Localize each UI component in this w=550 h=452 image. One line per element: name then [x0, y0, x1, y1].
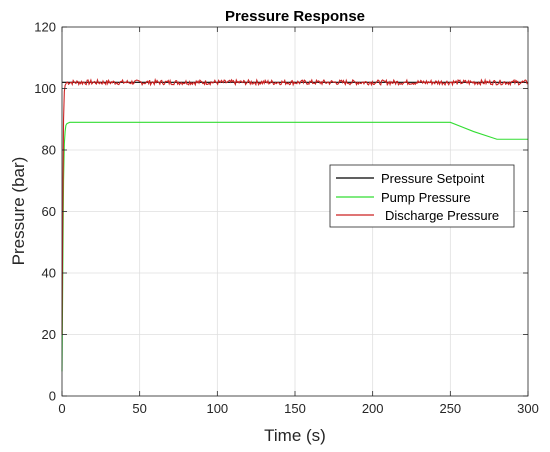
y-tick-label: 80 — [42, 143, 56, 158]
y-tick-label: 0 — [49, 389, 56, 404]
tick-marks — [61, 26, 529, 397]
y-axis-label: Pressure (bar) — [9, 157, 28, 266]
y-tick-label: 20 — [42, 327, 56, 342]
series-line-discharge — [61, 77, 529, 335]
y-tick-label: 120 — [34, 20, 56, 35]
x-tick-labels: 0 50 100 150 200 250 300 — [58, 401, 538, 416]
y-tick-labels: 0 20 40 60 80 100 120 — [34, 20, 56, 404]
chart-title: Pressure Response — [225, 8, 365, 25]
x-tick-label: 150 — [284, 401, 306, 416]
legend-box — [329, 164, 515, 228]
x-tick-label: 200 — [362, 401, 384, 416]
x-tick-label: 250 — [439, 401, 461, 416]
x-tick-label: 300 — [517, 401, 539, 416]
legend-label-setpoint: Pressure Setpoint — [381, 171, 485, 186]
x-axis-label: Time (s) — [264, 426, 326, 445]
y-tick-label: 40 — [42, 266, 56, 281]
y-tick-label: 100 — [34, 81, 56, 96]
y-tick-label: 60 — [42, 204, 56, 219]
x-tick-label: 100 — [206, 401, 228, 416]
x-tick-label: 50 — [132, 401, 146, 416]
legend-label-pump: Pump Pressure — [381, 190, 471, 205]
legend: Pressure Setpoint Pump Pressure Discharg… — [329, 164, 515, 228]
legend-label-discharge: Discharge Pressure — [385, 208, 499, 223]
x-tick-label: 0 — [58, 401, 65, 416]
